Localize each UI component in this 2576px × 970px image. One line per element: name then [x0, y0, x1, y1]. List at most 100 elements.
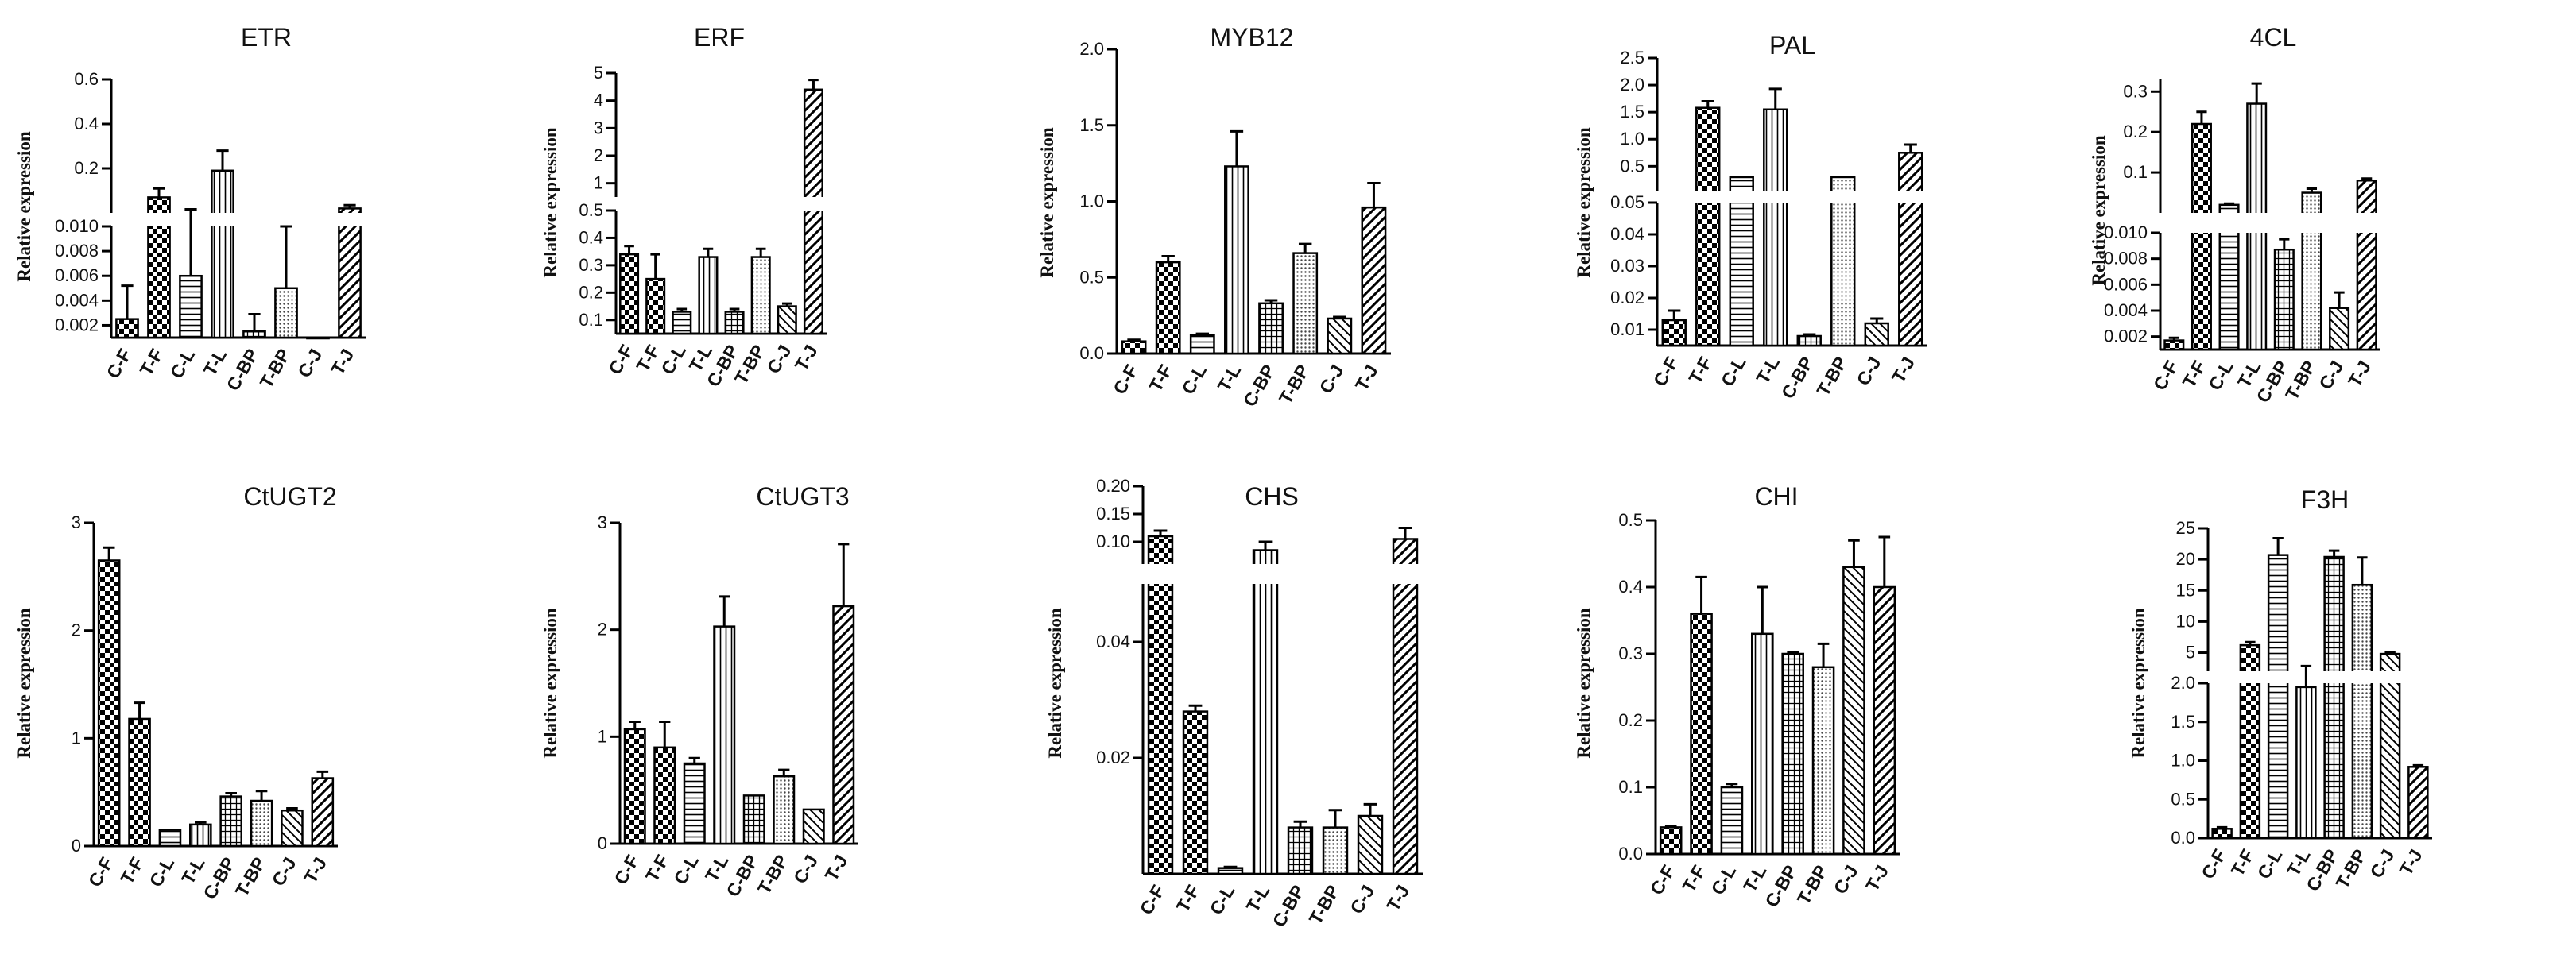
error-bar — [1195, 332, 1210, 336]
y-tick-label: 0.0 — [1618, 844, 1643, 864]
bar-t-j — [1392, 538, 1419, 875]
y-tick-label: 0 — [598, 833, 607, 853]
error-bar — [688, 756, 700, 763]
error-bar — [2328, 549, 2340, 557]
x-tick-label: C-BP — [1269, 882, 1309, 931]
bar-t-l — [189, 823, 212, 848]
x-tick-label: C-BP — [1239, 361, 1280, 411]
bar-c-bp — [1781, 652, 1804, 856]
x-tick-label: T-F — [1684, 354, 1716, 388]
y-tick-label: 0.002 — [2104, 327, 2148, 346]
x-tick-label: T-F — [1145, 361, 1176, 396]
axis-break-gap — [1694, 191, 1722, 203]
x-tick-label: T-J — [1351, 361, 1382, 395]
x-tick-label: T-J — [1861, 862, 1892, 895]
y-tick-label: 4 — [594, 91, 603, 110]
bar-c-l — [179, 274, 203, 339]
bar-t-j — [2356, 180, 2377, 351]
bar-c-f — [97, 559, 121, 848]
x-tick-label: C-L — [2253, 846, 2287, 883]
y-tick-label: 0.3 — [579, 255, 603, 275]
bar-c-bp — [2323, 555, 2345, 840]
error-bar — [629, 720, 641, 729]
error-bar — [1398, 527, 1412, 539]
error-bar — [1161, 254, 1175, 263]
x-tick-label: T-BP — [1812, 354, 1851, 400]
error-bar — [1363, 802, 1377, 816]
bar-c-f — [1147, 535, 1174, 875]
x-tick-label: C-J — [1346, 882, 1378, 918]
error-bar — [216, 149, 229, 171]
y-tick-label: 1.0 — [1620, 129, 1644, 149]
error-bar — [134, 701, 145, 719]
y-tick-label: 3 — [72, 512, 81, 532]
y-tick-label: 0.10 — [1096, 531, 1130, 551]
chart-title: PAL — [1769, 31, 1815, 60]
y-tick-label: 2 — [598, 620, 607, 640]
y-tick-label: 0.5 — [1079, 267, 1104, 287]
y-tick-label: 1 — [594, 173, 603, 193]
y-tick-label: 0.04 — [1096, 632, 1130, 651]
error-bar — [1817, 642, 1830, 667]
bar-t-f — [1695, 106, 1721, 347]
y-tick-label: 10 — [2176, 611, 2195, 631]
error-bar — [2306, 187, 2318, 193]
y-tick-label: 0.1 — [579, 310, 603, 330]
axis-break-gap — [336, 213, 363, 226]
x-tick-label: C-F — [1136, 882, 1169, 918]
bar-t-l — [2295, 686, 2317, 840]
x-tick-label: C-BP — [1761, 862, 1801, 911]
x-tick-label: T-BP — [2331, 846, 2370, 892]
x-tick-label: T-F — [632, 342, 664, 376]
error-bar — [1127, 338, 1141, 342]
y-tick-label: 0.4 — [74, 114, 99, 133]
bar-t-f — [653, 746, 676, 845]
error-bar — [184, 208, 197, 276]
x-tick-label: C-L — [1717, 354, 1750, 390]
y-axis-label: Relative expression — [1574, 608, 1594, 759]
y-tick-label: 2.0 — [1620, 75, 1644, 95]
chart-etr: ETR Relative expression 0.002 0.004 0.006 0.0… — [14, 23, 366, 394]
y-tick-label: 0.01 — [1610, 319, 1644, 339]
bar-t-j — [1898, 152, 1923, 347]
bar-t-j — [832, 605, 855, 845]
x-tick-label: C-L — [657, 342, 690, 378]
bar-t-f — [1182, 710, 1209, 875]
bar-c-l — [2267, 554, 2289, 840]
error-bar — [248, 312, 261, 332]
x-tick-label: T-L — [1242, 882, 1274, 916]
x-tick-label: T-J — [1382, 882, 1413, 915]
bar-c-f — [1659, 826, 1683, 856]
error-bar — [808, 79, 819, 90]
x-tick-label: C-L — [2204, 357, 2237, 394]
error-bar — [1333, 315, 1346, 319]
y-tick-label: 0.05 — [1610, 192, 1644, 212]
error-bar — [1664, 825, 1677, 828]
bar-t-j — [311, 777, 335, 848]
x-tick-label: C-F — [610, 852, 643, 888]
error-bar — [782, 302, 792, 307]
error-bar — [121, 284, 134, 319]
bar-t-bp — [1811, 666, 1835, 856]
error-bar — [1904, 143, 1917, 153]
bar-c-bp — [724, 311, 745, 335]
y-tick-label: 0.006 — [2104, 274, 2148, 294]
error-bar — [1298, 242, 1312, 253]
x-tick-label: C-J — [1853, 354, 1885, 389]
x-tick-label: C-J — [2365, 846, 2398, 882]
axis-break-gap — [2378, 671, 2403, 683]
chart-title: ERF — [694, 23, 745, 52]
y-tick-label: 0.4 — [579, 227, 603, 247]
chart-title: CHS — [1245, 482, 1299, 511]
error-bar — [195, 821, 207, 825]
error-bar — [1153, 529, 1168, 536]
y-tick-label: 0.2 — [2123, 122, 2148, 141]
chart-title: CtUGT2 — [243, 482, 336, 511]
chart-title: CtUGT3 — [756, 482, 849, 511]
bar-c-l — [672, 311, 692, 335]
error-bar — [1367, 182, 1381, 208]
y-tick-label: 0.5 — [1618, 510, 1643, 530]
y-tick-label: 0.002 — [55, 315, 99, 334]
bar-c-l — [1189, 334, 1215, 355]
bar-t-bp — [1830, 176, 1856, 347]
